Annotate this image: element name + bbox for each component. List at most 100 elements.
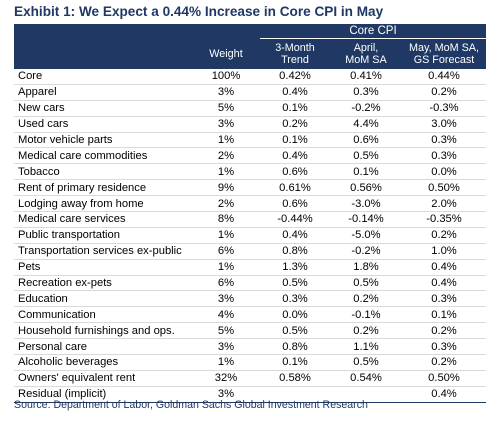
weight-cell: 5%	[217, 102, 235, 115]
table-row: Medical care services 8% -0.44% -0.14% -0.35…	[14, 212, 486, 228]
table-row: Owners' equivalent rent 32% 0.58% 0.54% 0.50…	[14, 370, 486, 387]
table-row: Lodging away from home 2% 0.6% -3.0% 2.0%	[14, 196, 486, 212]
forecast-cell: 0.3%	[431, 340, 457, 353]
table-row: New cars 5% 0.1% -0.2% -0.3%	[14, 100, 486, 117]
april-cell: 0.41%	[350, 70, 382, 83]
forecast-cell: 0.2%	[431, 86, 457, 99]
april-cell: 0.56%	[350, 181, 382, 194]
forecast-cell: -0.3%	[429, 102, 459, 115]
april-cell: 0.1%	[353, 165, 379, 178]
weight-cell: 3%	[217, 118, 235, 131]
row-label: Communication	[18, 308, 96, 321]
weight-cell: 3%	[217, 292, 235, 305]
core-cpi-table: Core CPI Weight 3-Month Trend April, MoM S…	[14, 24, 486, 403]
trend-cell: 0.2%	[282, 118, 308, 131]
table-row: Recreation ex-pets 6% 0.5% 0.5% 0.4%	[14, 275, 486, 291]
header-group-row: Core CPI	[14, 24, 486, 39]
weight-cell: 1%	[217, 229, 235, 242]
trend-cell: 0.1%	[282, 356, 308, 369]
row-label: Education	[18, 292, 68, 305]
april-cell: -0.14%	[348, 213, 384, 226]
table-row: Apparel 3% 0.4% 0.3% 0.2%	[14, 84, 486, 101]
column-header-category	[14, 38, 192, 69]
weight-cell: 1%	[217, 261, 235, 274]
weight-cell: 1%	[217, 165, 235, 178]
row-label: New cars	[18, 102, 65, 115]
column-header-weight: Weight	[192, 38, 260, 69]
exhibit-title: Exhibit 1: We Expect a 0.44% Increase in…	[14, 4, 384, 19]
row-label: Residual (implicit)	[18, 388, 107, 401]
april-cell: -0.2%	[351, 245, 381, 258]
weight-cell: 100%	[211, 70, 241, 83]
forecast-cell: 0.1%	[431, 308, 457, 321]
column-header-april-mom: April, MoM SA	[330, 38, 402, 69]
row-label: Alcoholic beverages	[18, 356, 119, 369]
forecast-cell: 0.4%	[431, 261, 457, 274]
row-label: Pets	[18, 261, 41, 274]
april-cell: 0.3%	[353, 86, 379, 99]
row-label: Core	[18, 70, 43, 83]
forecast-cell: 1.0%	[431, 245, 457, 258]
core-cpi-group-header: Core CPI	[260, 24, 486, 39]
weight-cell: 5%	[217, 324, 235, 337]
table-body: Core 100% 0.42% 0.41% 0.44% Apparel 3% 0.4% 0.3%…	[14, 69, 486, 403]
forecast-cell: 2.0%	[431, 197, 457, 210]
forecast-cell: 0.3%	[431, 292, 457, 305]
forecast-cell: 0.2%	[431, 324, 457, 337]
row-label: Rent of primary residence	[18, 181, 147, 194]
row-label: Tobacco	[18, 165, 60, 178]
weight-cell: 32%	[214, 372, 238, 385]
weight-cell: 3%	[217, 388, 235, 401]
weight-cell: 9%	[217, 181, 235, 194]
forecast-cell: 0.3%	[431, 149, 457, 162]
forecast-cell: -0.35%	[426, 213, 462, 226]
weight-cell: 8%	[217, 213, 235, 226]
header-group-spacer	[14, 24, 260, 39]
table-row: Personal care 3% 0.8% 1.1% 0.3%	[14, 339, 486, 355]
trend-cell: 1.3%	[282, 261, 308, 274]
table-row: Transportation services ex-public 6% 0.8% -…	[14, 243, 486, 260]
april-cell: 1.1%	[353, 340, 379, 353]
table-row: Medical care commodities 2% 0.4% 0.5% 0.3%	[14, 148, 486, 164]
weight-cell: 3%	[217, 340, 235, 353]
trend-cell: 0.4%	[282, 229, 308, 242]
table-row: Motor vehicle parts 1% 0.1% 0.6% 0.3%	[14, 132, 486, 148]
forecast-cell: 3.0%	[431, 118, 457, 131]
cpi-table-container: Core CPI Weight 3-Month Trend April, MoM S…	[14, 24, 486, 403]
april-cell: 0.5%	[353, 149, 379, 162]
april-cell: -0.2%	[351, 102, 381, 115]
april-cell: 0.54%	[350, 372, 382, 385]
column-header-3-month-trend: 3-Month Trend	[260, 38, 330, 69]
forecast-cell: 0.2%	[431, 356, 457, 369]
weight-cell: 1%	[217, 356, 235, 369]
weight-cell: 4%	[217, 308, 235, 321]
header-columns-row: Weight 3-Month Trend April, MoM SA May, Mo…	[14, 38, 486, 69]
trend-cell: 0.4%	[282, 86, 308, 99]
row-label: Owners' equivalent rent	[18, 372, 136, 385]
column-header-may-forecast: May, MoM SA, GS Forecast	[402, 38, 486, 69]
april-cell: 0.5%	[353, 356, 379, 369]
weight-cell: 1%	[217, 134, 235, 146]
forecast-cell: 0.44%	[428, 70, 460, 83]
trend-cell: 0.6%	[282, 165, 308, 178]
table-row: Public transportation 1% 0.4% -5.0% 0.2%	[14, 227, 486, 244]
source-note: Source: Department of Labor, Goldman Sac…	[14, 399, 368, 411]
table-row: Household furnishings and ops. 5% 0.5% 0.2%…	[14, 323, 486, 339]
trend-cell: 0.3%	[282, 292, 308, 305]
trend-cell: 0.8%	[282, 245, 308, 258]
weight-cell: 2%	[217, 197, 235, 210]
row-label: Motor vehicle parts	[18, 134, 113, 146]
table-row: Residual (implicit) 3% 0.4%	[14, 386, 486, 403]
april-cell: -3.0%	[351, 197, 381, 210]
april-cell: -0.1%	[351, 308, 381, 321]
trend-cell: 0.61%	[279, 181, 311, 194]
table-row: Used cars 3% 0.2% 4.4% 3.0%	[14, 116, 486, 133]
table-header: Core CPI Weight 3-Month Trend April, MoM S…	[14, 24, 486, 69]
trend-cell: 0.4%	[282, 149, 308, 162]
row-label: Personal care	[18, 340, 88, 353]
row-label: Public transportation	[18, 229, 120, 242]
trend-cell: 0.6%	[282, 197, 308, 210]
trend-cell: 0.1%	[282, 102, 308, 115]
row-label: Transportation services ex-public	[18, 245, 182, 258]
row-label: Household furnishings and ops.	[18, 324, 175, 337]
